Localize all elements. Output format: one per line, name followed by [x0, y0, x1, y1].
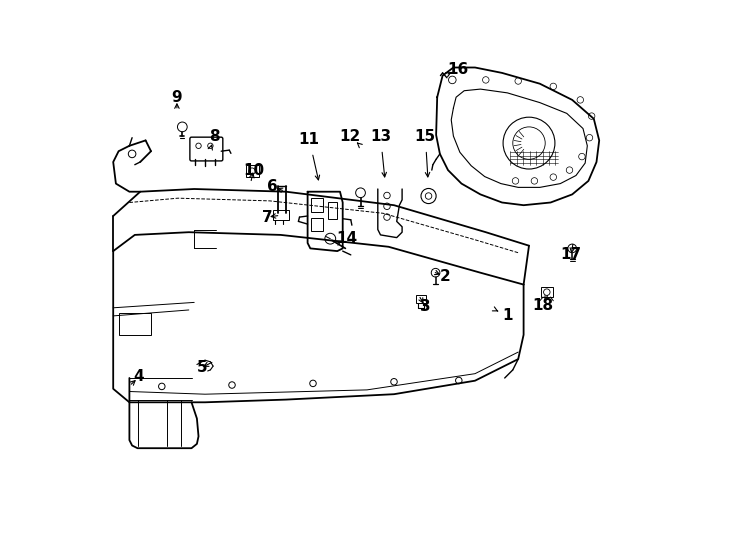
Text: 5: 5 [197, 360, 208, 375]
Bar [327, 202, 338, 219]
Text: 16: 16 [447, 62, 468, 77]
Bar [541, 287, 553, 297]
Text: 9: 9 [172, 90, 182, 105]
Text: 1: 1 [502, 308, 512, 323]
Bar [119, 313, 151, 335]
Text: 7: 7 [262, 210, 272, 225]
Bar [245, 165, 259, 177]
Text: 10: 10 [243, 163, 264, 178]
Text: 8: 8 [209, 129, 220, 144]
Text: 2: 2 [440, 269, 451, 284]
Bar [311, 218, 323, 231]
Text: 6: 6 [267, 179, 278, 194]
Text: 4: 4 [134, 369, 145, 384]
Text: 15: 15 [415, 129, 436, 144]
Bar [415, 295, 426, 303]
Text: 11: 11 [299, 132, 320, 147]
Bar [272, 210, 288, 220]
Text: 18: 18 [532, 298, 553, 313]
Text: 17: 17 [561, 247, 581, 262]
Text: 14: 14 [336, 231, 357, 246]
Text: 12: 12 [339, 129, 360, 144]
Text: 3: 3 [420, 299, 431, 314]
Text: 13: 13 [370, 129, 391, 144]
Bar [311, 198, 323, 212]
